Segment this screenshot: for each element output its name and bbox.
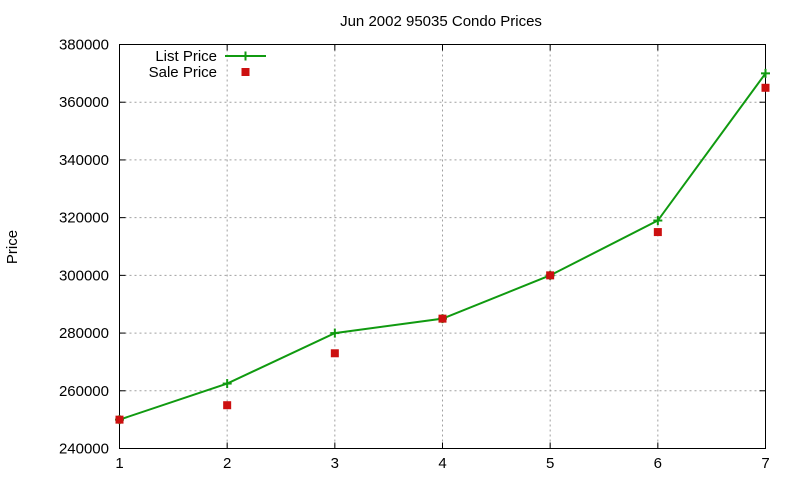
y-tick-label: 360000	[59, 94, 109, 111]
x-tick-label: 5	[546, 455, 554, 472]
legend-plus-marker	[241, 51, 250, 61]
legend-square-marker	[241, 68, 250, 76]
x-tick-label: 6	[654, 455, 662, 472]
sale-price-point	[115, 415, 124, 424]
y-tick-label: 280000	[59, 325, 109, 342]
y-tick-label: 260000	[59, 383, 109, 400]
sale-price-point	[653, 228, 662, 237]
sale-price-point	[546, 271, 555, 280]
x-tick-label: 1	[115, 455, 123, 472]
sale-price-point	[761, 83, 770, 92]
legend-label: List Price	[155, 48, 217, 65]
x-tick-label: 7	[761, 455, 769, 472]
y-tick-labels: 240000 260000 280000 300000 320000 340000 3600…	[59, 37, 109, 458]
sale-price-point	[223, 401, 232, 410]
list-price-point	[330, 328, 340, 338]
list-price-point	[761, 68, 770, 78]
x-tick-label: 4	[438, 455, 446, 472]
series-group	[115, 68, 770, 425]
y-tick-label: 380000	[59, 37, 109, 54]
y-tick-label: 320000	[59, 210, 109, 227]
y-tick-label: 240000	[59, 441, 109, 458]
legend-label: Sale Price	[149, 64, 217, 81]
chart-title: Jun 2002 95035 Condo Prices	[340, 13, 542, 30]
x-tick-labels: 1 2 3 4 5 6 7	[115, 455, 769, 472]
axis-ticks	[119, 44, 766, 449]
x-tick-label: 2	[223, 455, 231, 472]
y-tick-label: 300000	[59, 267, 109, 284]
y-axis-label: Price	[4, 230, 21, 264]
list-price-point	[653, 216, 663, 226]
y-tick-label: 340000	[59, 152, 109, 169]
list-price-point	[222, 379, 232, 389]
sale-price-point	[330, 349, 339, 358]
sale-price-point	[438, 314, 447, 323]
x-tick-label: 3	[331, 455, 339, 472]
